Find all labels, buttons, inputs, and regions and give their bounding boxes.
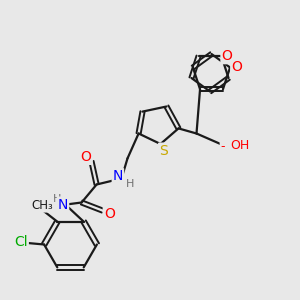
Text: H: H [126, 179, 134, 189]
Text: H: H [53, 194, 61, 204]
Text: S: S [159, 144, 168, 158]
Text: O: O [81, 150, 92, 164]
Text: N: N [113, 169, 123, 183]
Text: Cl: Cl [14, 235, 28, 248]
Text: O: O [221, 49, 232, 63]
Text: O: O [104, 207, 115, 220]
Text: -: - [220, 140, 225, 153]
Text: O: O [231, 61, 242, 74]
Text: CH₃: CH₃ [32, 199, 53, 212]
Text: N: N [58, 198, 68, 212]
Text: OH: OH [230, 139, 249, 152]
